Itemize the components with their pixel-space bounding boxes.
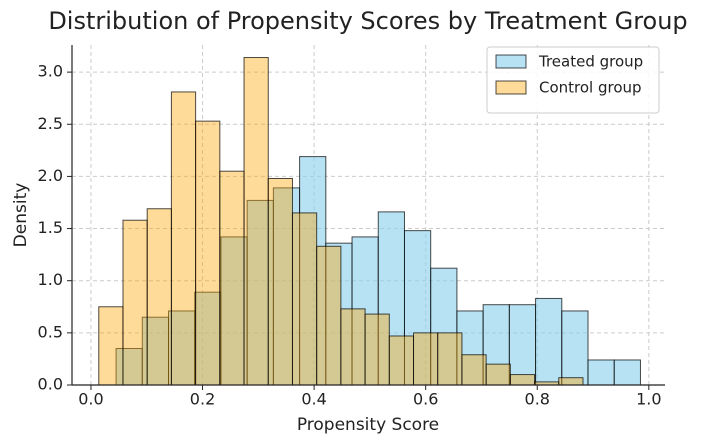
legend-box: [486, 46, 660, 114]
histogram-bar: [485, 363, 511, 386]
histogram-bar: [482, 304, 510, 386]
x-tick-label: 0.4: [301, 390, 326, 409]
y-tick-label: 2.5: [38, 114, 63, 133]
histogram-bar: [364, 313, 390, 386]
histogram-bar: [195, 120, 221, 386]
histogram-bar: [461, 354, 487, 386]
histogram-bar: [403, 230, 432, 386]
histogram-bar: [613, 359, 641, 386]
y-axis-label: Density: [11, 183, 31, 248]
y-tick-label: 1.5: [38, 218, 63, 237]
histogram-bar: [558, 377, 584, 386]
histogram-bar: [98, 306, 124, 386]
histogram-bar: [388, 335, 415, 386]
histogram-bar: [437, 332, 463, 386]
chart-title: Distribution of Propensity Scores by Tre…: [48, 7, 687, 35]
histogram-bar: [509, 374, 536, 386]
axes: 0.0 0.2 0.4 0.6 0.8 1.0 0.0 0.5 1.0 1.5 2.0 2.5 3.0: [38, 45, 665, 409]
x-axis-label: Propensity Score: [297, 415, 439, 435]
histogram-bar: [325, 242, 353, 386]
x-tick-label: 1.0: [636, 390, 661, 409]
histogram-bar: [194, 291, 222, 386]
legend-label: Control group: [539, 79, 642, 97]
histogram-bar: [535, 297, 563, 386]
histogram-bar: [243, 57, 269, 386]
legend-swatch: [495, 80, 527, 95]
histogram-bar: [170, 91, 197, 386]
legend: Treated group Control group: [486, 46, 660, 114]
histogram-bar: [122, 219, 148, 386]
histogram-bar: [340, 308, 366, 386]
histogram-bar: [115, 347, 143, 386]
y-tick-label: 0.5: [38, 322, 63, 341]
histogram-bar: [219, 170, 245, 386]
histogram-bar: [413, 332, 439, 386]
y-tick-label: 0.0: [38, 375, 63, 394]
histogram-bar: [508, 304, 537, 386]
histogram-bar: [430, 267, 458, 386]
x-tick-label: 0.8: [525, 390, 550, 409]
y-tick-label: 1.0: [38, 270, 63, 289]
legend-swatch: [495, 54, 527, 69]
x-tick-label: 0.6: [413, 390, 438, 409]
histogram-bar: [146, 208, 172, 386]
x-tick-label: 0.0: [78, 390, 103, 409]
x-tick-label: 0.2: [190, 390, 215, 409]
histogram-bar: [561, 310, 589, 386]
histogram-bar: [291, 212, 318, 386]
legend-label: Treated group: [538, 53, 643, 71]
bars: [98, 57, 641, 386]
histogram-bar: [587, 359, 615, 386]
histogram-bar: [316, 245, 342, 386]
y-tick-label: 2.0: [38, 166, 63, 185]
histogram-bar: [141, 316, 170, 386]
histogram-bar: [220, 236, 248, 386]
histogram-bar: [267, 177, 293, 386]
y-tick-label: 3.0: [38, 62, 63, 81]
